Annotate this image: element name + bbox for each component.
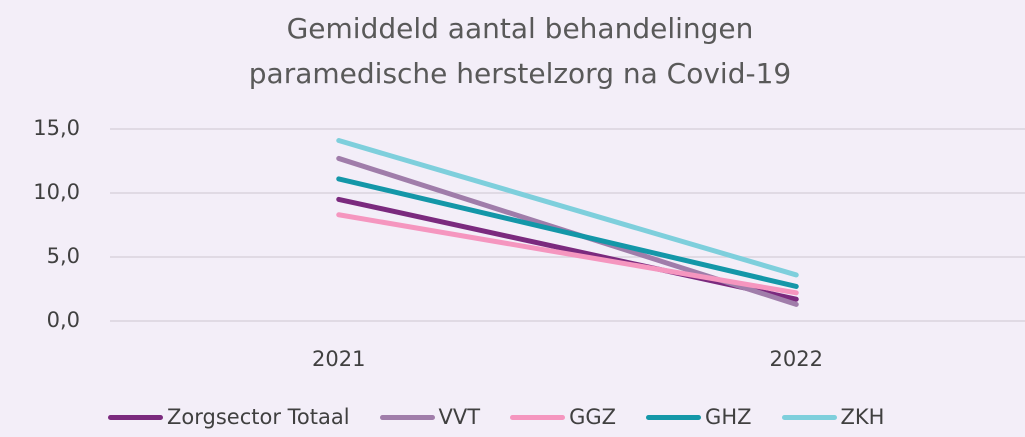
legend: Zorgsector Totaal VVT GGZ GHZ ZKH [108,405,884,429]
legend-item: Zorgsector Totaal [108,405,350,429]
series-line [336,176,799,289]
legend-label: GGZ [569,405,617,429]
y-tick-label: 0,0 [47,308,80,332]
series-line [336,138,799,278]
y-tick-label: 10,0 [33,180,80,204]
legend-swatch [108,414,163,420]
legend-item: ZKH [781,405,885,429]
legend-label: GHZ [705,405,752,429]
legend-label: ZKH [840,405,885,429]
legend-swatch [379,414,435,420]
legend-label: VVT [438,405,481,429]
legend-item: VVT [379,405,481,429]
x-tick-label: 2022 [770,347,823,371]
legend-swatch [646,414,702,420]
x-tick-label: 2021 [312,347,365,371]
chart-title: Gemiddeld aantal behandelingen paramedis… [248,12,792,90]
y-tick-label: 15,0 [33,116,80,140]
legend-swatch [510,414,566,420]
y-tick-label: 5,0 [47,244,80,268]
legend-label: Zorgsector Totaal [167,405,350,429]
series-line [336,212,799,296]
legend-item: GGZ [510,405,616,429]
legend-swatch [781,414,837,420]
legend-item: GHZ [646,405,752,429]
